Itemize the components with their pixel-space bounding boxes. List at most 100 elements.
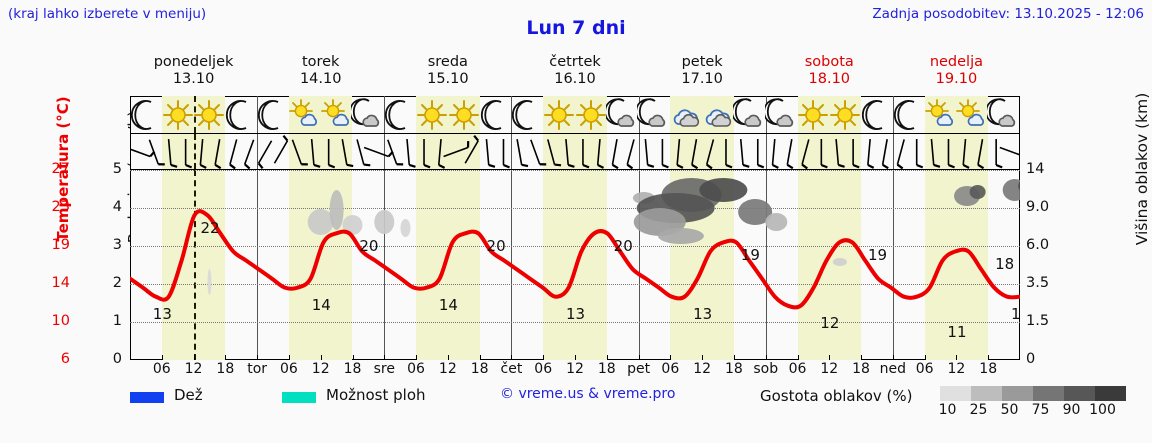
day-date: 13.10 bbox=[172, 71, 215, 87]
moon-cloud-icon bbox=[987, 98, 1021, 132]
moon-icon bbox=[129, 98, 163, 132]
day-separator bbox=[384, 134, 386, 169]
temperature-tick: 23 bbox=[51, 199, 70, 215]
x-tick-mark bbox=[511, 355, 513, 360]
legend: Dež Možnost ploh © vreme.us & vreme.pro … bbox=[130, 386, 1140, 426]
moon-cloud-icon bbox=[605, 98, 640, 132]
moon-icon bbox=[479, 98, 513, 132]
day-date: 18.10 bbox=[808, 71, 851, 87]
x-tick: 18 bbox=[343, 361, 362, 377]
temperature-point-label: 19 bbox=[867, 246, 888, 265]
sun-icon bbox=[192, 98, 226, 132]
day-date: 19.10 bbox=[935, 71, 978, 87]
rain-legend-swatch bbox=[130, 392, 164, 403]
day-header-četrtek: četrtek 16.10 bbox=[511, 54, 638, 88]
day-separator bbox=[765, 170, 767, 360]
x-tick-mark bbox=[225, 355, 227, 360]
density-tick: 25 bbox=[969, 402, 988, 418]
sun-cloud-icon bbox=[924, 98, 958, 132]
x-tick: ned bbox=[879, 361, 907, 377]
day-header-ponedeljek: ponedeljek 13.10 bbox=[130, 54, 257, 88]
day-name: torek bbox=[301, 54, 340, 70]
daylight-band bbox=[670, 134, 734, 169]
density-tick: 90 bbox=[1062, 402, 1081, 418]
temperature-tick: 27 bbox=[51, 161, 70, 177]
day-name: četrtek bbox=[549, 54, 601, 70]
moon-icon bbox=[224, 98, 258, 132]
x-tick-mark bbox=[479, 355, 481, 360]
gridline bbox=[130, 246, 1020, 247]
showers-legend-swatch bbox=[282, 392, 316, 403]
wind-barbs bbox=[130, 134, 1020, 170]
density-swatch-90 bbox=[1064, 386, 1095, 401]
last-update-label: Zadnja posodobitev: 13.10.2025 - 12:06 bbox=[872, 6, 1144, 22]
sun-icon bbox=[161, 98, 195, 132]
x-tick: 06 bbox=[661, 361, 680, 377]
day-header-sreda: sreda 15.10 bbox=[384, 54, 511, 88]
cloud-tick: 0 bbox=[1026, 351, 1036, 367]
day-date: 14.10 bbox=[299, 71, 342, 87]
x-tick: 12 bbox=[566, 361, 584, 377]
copyright-link[interactable]: © vreme.us & vreme.pro bbox=[500, 386, 676, 402]
x-tick: 12 bbox=[693, 361, 712, 377]
temperature-tick: 14 bbox=[51, 275, 70, 291]
x-tick-mark bbox=[575, 355, 576, 360]
moon-icon bbox=[383, 98, 417, 132]
x-tick-mark bbox=[161, 355, 163, 360]
cloud-tick: 9.0 bbox=[1026, 199, 1050, 215]
day-date: 17.10 bbox=[681, 71, 723, 87]
x-tick-mark bbox=[288, 355, 290, 360]
density-tick: 10 bbox=[938, 402, 957, 418]
density-swatch-10 bbox=[940, 386, 971, 401]
x-tick-mark bbox=[956, 355, 958, 360]
daylight-band bbox=[416, 170, 480, 360]
precip-tick: 5 bbox=[112, 161, 122, 177]
moon-icon bbox=[892, 98, 926, 132]
x-tick: 18 bbox=[852, 361, 870, 377]
page-title: Lun 7 dni bbox=[526, 17, 626, 39]
x-tick-mark bbox=[638, 355, 640, 360]
x-tick: 06 bbox=[280, 361, 298, 377]
moon-icon bbox=[256, 98, 290, 132]
showers-legend-label: Možnost ploh bbox=[326, 386, 426, 404]
day-separator bbox=[384, 96, 386, 133]
x-tick: 18 bbox=[470, 361, 489, 377]
gridline bbox=[130, 284, 1020, 285]
x-tick: 18 bbox=[725, 361, 743, 377]
temperature-point-label: 19 bbox=[740, 246, 760, 265]
cloud-tick: 6.0 bbox=[1026, 237, 1050, 253]
temperature-point-label: 11 bbox=[947, 322, 967, 341]
day-separator bbox=[765, 134, 767, 169]
x-tick: 18 bbox=[979, 361, 998, 377]
gridline bbox=[130, 208, 1020, 209]
x-tick: 18 bbox=[597, 361, 616, 377]
precip-tick: 1 bbox=[112, 313, 122, 329]
day-separator bbox=[511, 134, 513, 169]
temperature-tick: 10 bbox=[51, 313, 70, 329]
density-tick: 100 bbox=[1089, 402, 1116, 418]
day-name: petek bbox=[681, 54, 723, 70]
sun-icon bbox=[447, 98, 481, 132]
day-date: 15.10 bbox=[427, 71, 469, 87]
moon-icon bbox=[510, 98, 544, 132]
sun-cloud-icon bbox=[288, 98, 322, 132]
sun-icon bbox=[574, 98, 608, 132]
current-time-marker bbox=[193, 134, 196, 169]
temperature-point-label: 12 bbox=[820, 313, 840, 332]
x-tick-mark bbox=[352, 355, 354, 360]
current-time-marker bbox=[193, 96, 196, 133]
precip-tick: 3 bbox=[112, 237, 122, 253]
cloud-tick: 14 bbox=[1026, 161, 1045, 177]
day-separator bbox=[257, 134, 259, 169]
day-name: nedelja bbox=[929, 54, 983, 70]
current-time-marker bbox=[193, 170, 196, 360]
x-tick: tor bbox=[247, 361, 268, 377]
x-tick-mark bbox=[257, 355, 259, 360]
precip-tick: 2 bbox=[112, 275, 122, 291]
x-tick: 12 bbox=[438, 361, 457, 377]
place-selector-note: (kraj lahko izberete v meniju) bbox=[8, 6, 207, 22]
x-tick: 12 bbox=[184, 361, 203, 377]
temperature-point-label: 14 bbox=[438, 295, 458, 314]
day-name: sreda bbox=[427, 54, 468, 70]
temperature-point-label: 22 bbox=[200, 219, 220, 238]
